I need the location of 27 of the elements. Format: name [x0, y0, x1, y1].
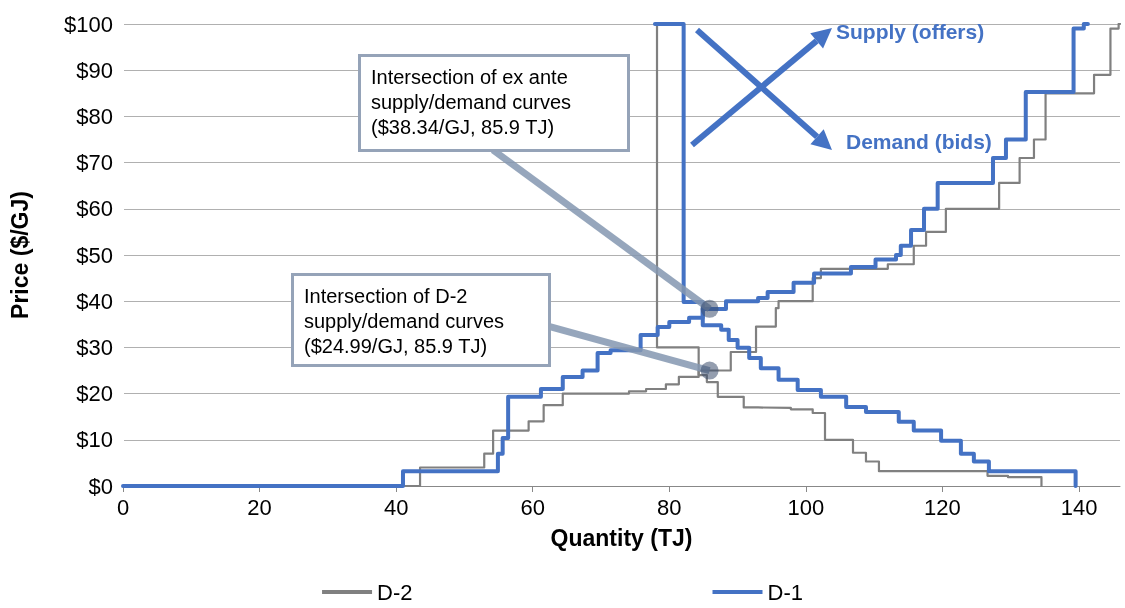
legend-label: D-1	[767, 579, 803, 605]
x-tick-label: 140	[1060, 494, 1098, 520]
x-tick-label: 100	[787, 494, 825, 520]
y-axis-title: Price ($/GJ)	[6, 191, 33, 319]
y-tick-label: $100	[64, 11, 113, 37]
y-tick-label: $0	[88, 473, 113, 499]
y-tick-label: $40	[76, 288, 113, 314]
annotation: Supply (offers)	[836, 20, 985, 44]
y-tick-label: $20	[76, 381, 113, 407]
y-tick-label: $30	[76, 334, 113, 360]
x-tick-label: 80	[657, 494, 682, 520]
y-tick-label: $60	[76, 196, 113, 222]
y-tick-label: $80	[76, 103, 113, 129]
y-tick-label: $70	[76, 150, 113, 176]
x-tick-label: 40	[383, 494, 409, 520]
x-tick-label: 120	[924, 494, 961, 520]
legend-label: D-2	[377, 579, 413, 605]
callout-box: Intersection of D-2 supply/demand curves ($24.99/GJ, 85.9 TJ)	[291, 273, 551, 367]
x-tick-label: 20	[247, 494, 272, 520]
callout-box: Intersection of ex ante supply/demand curves ($38.34/GJ, 85.9 TJ)	[358, 54, 630, 152]
x-tick-label: 60	[520, 494, 545, 520]
y-tick-label: $90	[76, 57, 113, 83]
x-tick-label: 0	[116, 494, 130, 520]
y-tick-label: $50	[76, 242, 113, 268]
x-axis-title: Quantity (TJ)	[550, 524, 693, 551]
y-tick-label: $10	[76, 427, 113, 453]
annotation: Demand (bids)	[846, 130, 992, 154]
